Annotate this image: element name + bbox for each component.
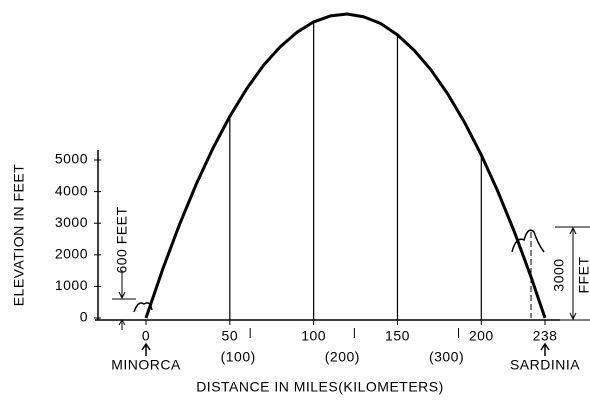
annotation: 3000: [551, 258, 567, 291]
place-label: SARDINIA: [510, 357, 580, 373]
y-axis-label: ELEVATION IN FEET: [11, 164, 27, 307]
arrow: [569, 226, 577, 321]
curve: [144, 12, 547, 319]
arrow: [540, 342, 550, 356]
x-tick-label: 238: [533, 328, 558, 344]
arrow: [118, 270, 126, 300]
x-tick-label: 200: [469, 328, 494, 344]
x-tick-label: 50: [222, 328, 239, 344]
arrow: [118, 319, 126, 330]
y-tick-label: 3000: [55, 214, 88, 230]
arrow: [141, 342, 151, 356]
annotation: FFET: [576, 257, 590, 294]
x-tick-label: 150: [385, 328, 410, 344]
x2-tick-label: (200): [325, 349, 360, 365]
x-tick-label: 0: [142, 328, 150, 344]
y-tick-label: 5000: [55, 151, 88, 167]
y-tick-label: 1000: [55, 277, 88, 293]
place-label: MINORCA: [111, 357, 181, 373]
annotation: 600 FEET: [114, 206, 130, 273]
x-tick-label: 100: [301, 328, 326, 344]
y-tick-label: 2000: [55, 246, 88, 262]
x2-tick-label: (300): [429, 349, 464, 365]
x2-tick-label: (100): [221, 349, 256, 365]
y-tick-label: 0: [80, 309, 88, 325]
x-axis-label: DISTANCE IN MILES(KILOMETERS): [196, 379, 444, 395]
y-tick-label: 4000: [55, 182, 88, 198]
